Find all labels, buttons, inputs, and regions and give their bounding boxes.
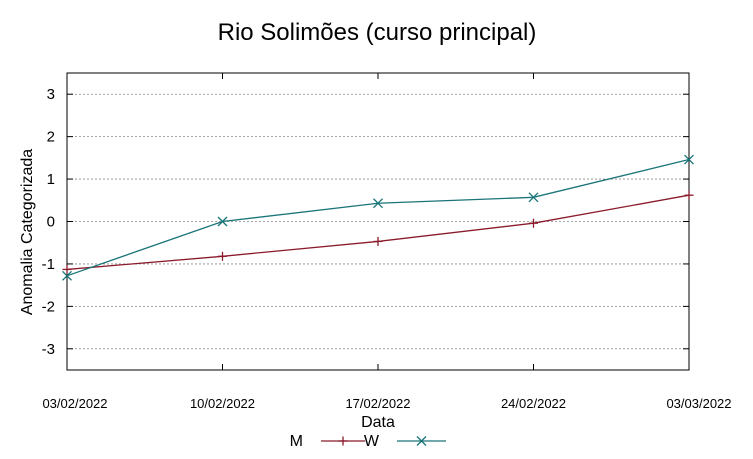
data-point-W <box>528 192 539 203</box>
x-tick-label: 03/02/2022 <box>42 396 107 411</box>
data-point-W <box>373 198 383 209</box>
legend-marker-M <box>338 436 348 446</box>
data-point-M <box>373 236 383 246</box>
y-axis-label: Anomalia Categorizada <box>19 149 36 315</box>
y-tick-label: 1 <box>47 171 55 188</box>
x-tick-label: 24/02/2022 <box>501 396 566 411</box>
x-tick-label: 17/02/2022 <box>345 396 410 411</box>
y-tick-label: 2 <box>47 129 55 146</box>
legend-marker-W <box>416 436 427 446</box>
y-tick-label: -3 <box>42 341 55 358</box>
data-point-M <box>529 218 538 228</box>
chart-title: Rio Solimões (curso principal) <box>218 19 537 46</box>
series-line-M <box>66 194 690 271</box>
y-tick-label: 0 <box>47 214 55 231</box>
data-point-M <box>684 190 694 200</box>
y-tick-label: -1 <box>42 256 55 273</box>
legend-label-M: M <box>290 433 303 450</box>
series <box>62 154 694 281</box>
ticks: -3 -2 -1 0 1 2 3 03/02/2022 10/02/2022 17/02/2022… <box>42 73 732 411</box>
x-tick-label: 03/03/2022 <box>666 396 731 411</box>
data-point-W <box>217 216 228 227</box>
y-tick-label: -2 <box>42 298 55 315</box>
x-axis-label: Data <box>361 414 395 431</box>
series-line-W <box>66 158 690 277</box>
data-point-W <box>684 154 694 165</box>
grid <box>67 93 689 350</box>
x-tick-label: 10/02/2022 <box>190 396 255 411</box>
y-tick-label: 3 <box>47 86 55 103</box>
data-point-M <box>218 251 227 261</box>
data-point-W <box>62 270 72 281</box>
data-point-M <box>62 264 72 274</box>
legend-label-W: W <box>364 433 380 450</box>
